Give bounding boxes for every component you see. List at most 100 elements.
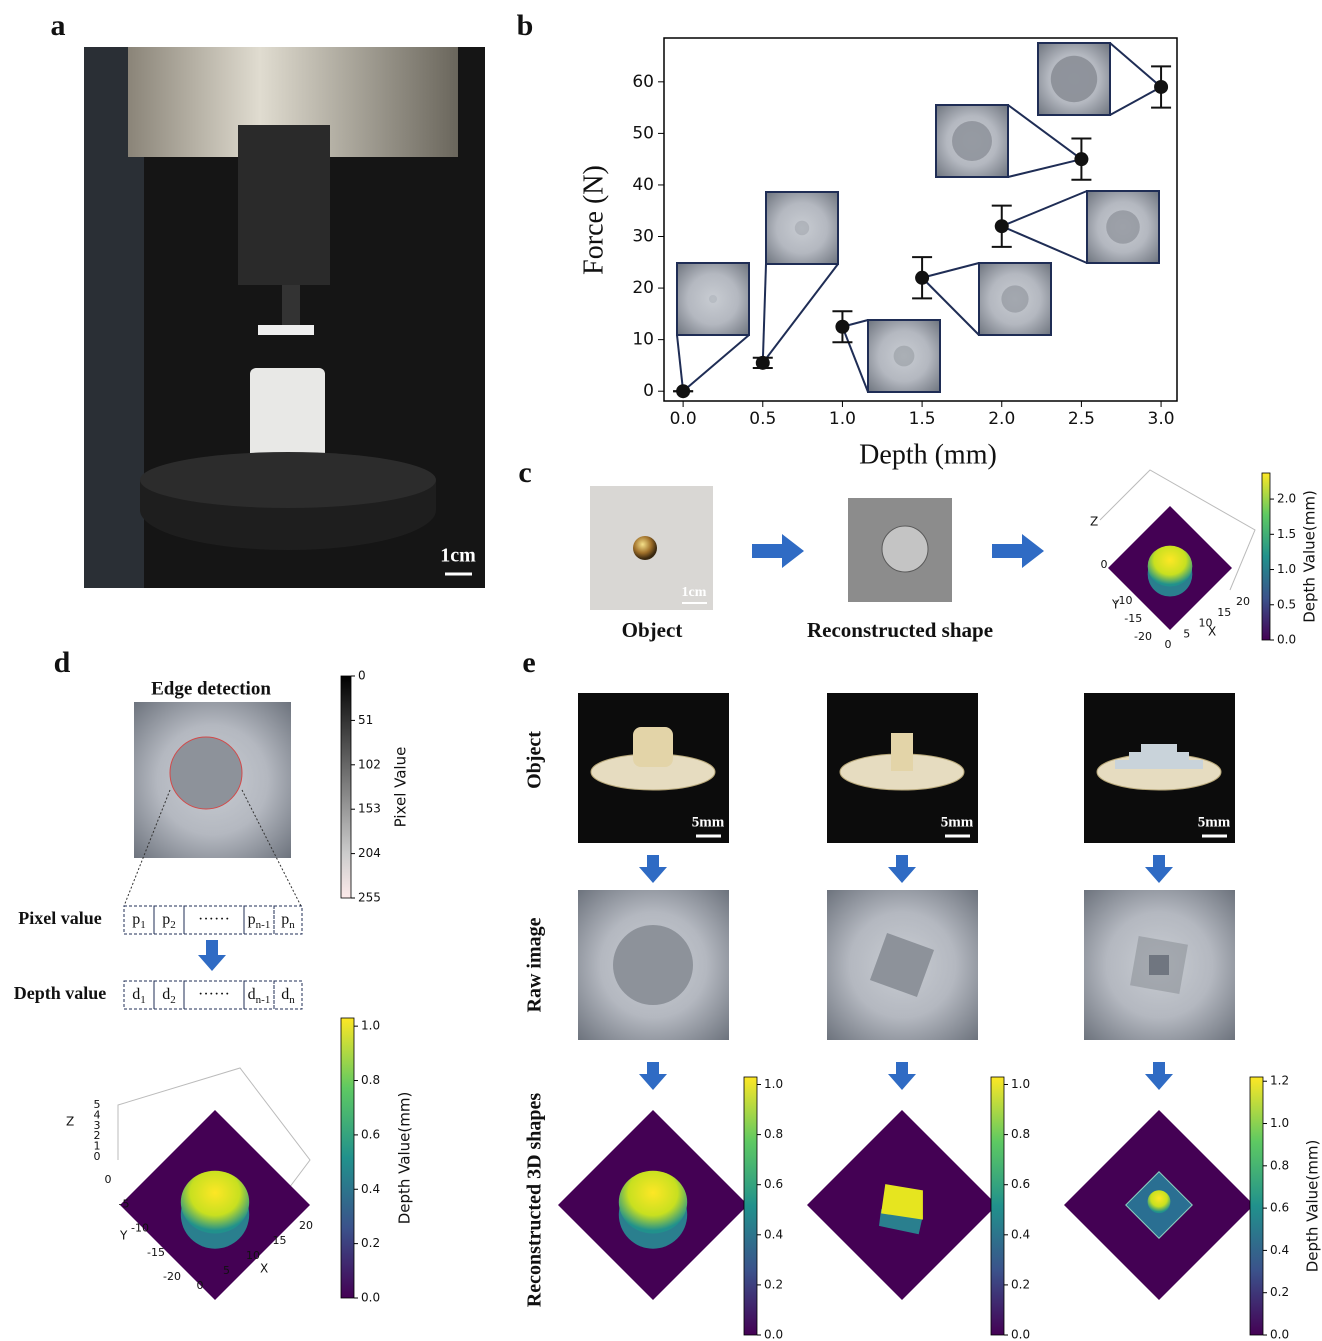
y-tick-label: 20 (632, 278, 654, 298)
cell-text: dn (281, 986, 295, 1006)
colorbar-tick-label: 0.2 (1270, 1285, 1289, 1299)
x-tick-label: 15 (1217, 606, 1231, 619)
z-axis-label: Z (1090, 515, 1098, 529)
inset-contact (1051, 56, 1097, 102)
raw-contact (1149, 955, 1169, 975)
panel-label: a (51, 9, 66, 42)
y-tick-label: -15 (1124, 612, 1142, 625)
object-feature (1141, 744, 1177, 753)
z-tick-label: 5 (94, 1098, 101, 1111)
x-tick-label: 0 (197, 1279, 204, 1292)
inset-contact (709, 295, 717, 303)
image-title: Edge detection (151, 678, 271, 699)
colorbar-tick-label: 0.2 (764, 1277, 783, 1291)
colorbar-tick-label: 0.6 (1011, 1177, 1030, 1191)
cell-base: p (132, 911, 140, 928)
colorbar-tick-label: 0.0 (764, 1328, 783, 1341)
cell-base: p (248, 911, 256, 928)
cell-base: p (281, 911, 289, 928)
colorbar-title: Depth Value(mm) (1301, 490, 1319, 623)
cell-sub: 2 (170, 919, 176, 931)
x-tick-label: 5 (223, 1264, 230, 1277)
x-tick-label: 10 (246, 1249, 260, 1262)
inset-connector (1110, 43, 1161, 87)
cell-sub: n (289, 994, 295, 1006)
x-tick-label: 2.0 (988, 409, 1015, 429)
cell-text: ······ (198, 986, 230, 1003)
x-tick-label: 1.0 (829, 409, 856, 429)
cell-text: d1 (132, 986, 146, 1006)
y-axis-title: Force (N) (578, 165, 609, 275)
inset-contact (1001, 285, 1028, 312)
x-tick-label: 20 (299, 1219, 313, 1232)
object-feature (1115, 760, 1203, 769)
colorbar-tick-label: 1.0 (1270, 1116, 1289, 1130)
colorbar-title: Depth Value(mm) (396, 1092, 414, 1225)
y-tick-label: 50 (632, 123, 654, 143)
z-axis-label: Z (66, 1115, 74, 1129)
object-feature (1129, 752, 1189, 761)
colorbar-tick-label: 0.6 (764, 1177, 783, 1191)
row-label: Depth value (14, 983, 107, 1003)
colorbar-tick-label: 0.8 (764, 1127, 783, 1141)
photo-setup (84, 47, 485, 588)
colorbar-tick-label: 0.2 (361, 1236, 380, 1250)
colorbar-tick-label: 0.5 (1277, 597, 1296, 611)
colorbar-tick-label: 0.0 (1011, 1328, 1030, 1341)
cell-text: d2 (162, 986, 176, 1006)
caption: Object (622, 618, 683, 642)
data-point (995, 219, 1009, 233)
data-point (835, 320, 849, 334)
x-axis-title: Depth (mm) (859, 439, 997, 470)
scale-bar-label: 5mm (941, 814, 974, 830)
colorbar-tick-label: 2.0 (1277, 492, 1296, 506)
colorbar (341, 676, 351, 898)
y-tick-label: 0 (105, 1173, 112, 1186)
cell-base: d (132, 986, 140, 1003)
y-tick-label: 40 (632, 175, 654, 195)
surface-3d (120, 1110, 310, 1300)
panel-label: d (54, 646, 71, 679)
raw-contact (613, 925, 693, 1005)
data-point (1154, 80, 1168, 94)
y-tick-label: 10 (632, 330, 654, 350)
colorbar (341, 1018, 354, 1298)
inset-connector (1008, 159, 1081, 177)
inset-connector (922, 263, 979, 278)
data-point (915, 271, 929, 285)
colorbar-tick-label: 102 (358, 757, 381, 771)
arrow (888, 1062, 916, 1090)
surface-top (1148, 546, 1193, 587)
scale-bar-label: 1cm (682, 585, 707, 600)
colorbar-tick-label: 1.5 (1277, 527, 1296, 541)
colorbar-tick-label: 0.4 (1011, 1227, 1030, 1241)
y-tick-label: 30 (632, 227, 654, 247)
y-axis-label: Y (119, 1229, 128, 1243)
inset-connector (1002, 226, 1087, 263)
object-feature (891, 733, 913, 771)
cell-sub: 1 (140, 994, 146, 1006)
row-label: Object (524, 731, 546, 789)
caption: Reconstructed shape (807, 618, 993, 642)
inset-contact (952, 121, 992, 161)
inset-connector (677, 335, 683, 391)
inset-contact (894, 346, 915, 367)
arrow (1145, 855, 1173, 883)
cell-sub: n (289, 919, 295, 931)
cell-text: dn-1 (248, 986, 271, 1006)
colorbar-tick-label: 51 (358, 713, 373, 727)
cell-base: d (248, 986, 256, 1003)
y-axis-label: Y (1111, 598, 1120, 612)
colorbar (1250, 1077, 1263, 1335)
colorbar-tick-label: 1.0 (1277, 562, 1296, 576)
colorbar-tick-label: 0.8 (1270, 1158, 1289, 1172)
row-label: Pixel value (18, 908, 102, 928)
colorbar-tick-label: 1.0 (1011, 1077, 1030, 1091)
colorbar (744, 1077, 757, 1335)
surface-top (619, 1171, 687, 1234)
row-label: Raw image (524, 917, 546, 1012)
colorbar-tick-label: 0.4 (361, 1182, 380, 1196)
cell-text: pn (281, 911, 295, 931)
colorbar-tick-label: 0.2 (1011, 1277, 1030, 1291)
cell-base: ······ (198, 986, 230, 1003)
